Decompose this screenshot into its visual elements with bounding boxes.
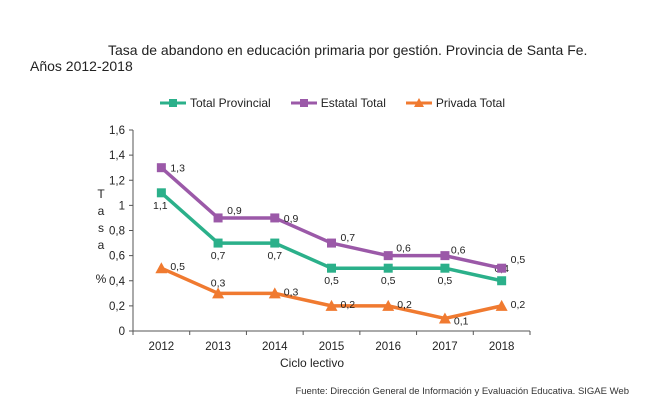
data-label-estatal-total: 0,6 [396, 243, 411, 255]
chart-title-line2: Años 2012-2018 [30, 58, 133, 74]
chart-title-line1: Tasa de abandono en educación primaria p… [108, 42, 588, 58]
data-point-total-provincial [156, 188, 166, 198]
data-point-estatal-total [383, 251, 393, 261]
data-label-total-provincial: 0,5 [381, 275, 396, 287]
data-point-estatal-total [440, 251, 450, 261]
data-point-total-provincial [270, 238, 280, 248]
data-point-total-provincial [497, 276, 507, 286]
legend-swatch-privada-total [405, 98, 432, 107]
y-axis-label-char: a [97, 204, 105, 218]
legend-label-privada-total: Privada Total [435, 96, 506, 110]
x-tick-label: 2016 [375, 341, 401, 353]
data-label-estatal-total: 0,7 [341, 232, 356, 244]
data-label-total-provincial: 0,7 [267, 250, 282, 262]
y-axis-label: T a s a % [94, 186, 108, 288]
data-point-estatal-total [327, 238, 336, 248]
x-tick-label: 2018 [489, 341, 515, 353]
y-axis-label-char: s [98, 221, 104, 235]
y-tick-label: 1,4 [109, 150, 126, 162]
y-tick-label: 1 [119, 200, 125, 212]
y-tick-label: 0,4 [109, 276, 126, 288]
data-label-estatal-total: 1,3 [170, 163, 185, 175]
data-label-estatal-total: 0,9 [227, 205, 242, 217]
data-label-privada-total: 0,3 [284, 286, 299, 298]
data-label-estatal-total: 0,9 [284, 213, 299, 225]
data-point-estatal-total [156, 163, 166, 173]
data-label-privada-total: 0,2 [397, 299, 412, 311]
y-tick-label: 0,6 [109, 251, 125, 263]
x-tick-label: 2013 [205, 341, 231, 353]
chart-legend: Total Provincial Estatal Total Privada T… [160, 96, 525, 110]
data-point-total-provincial [327, 263, 336, 273]
y-tick-label: 0,8 [109, 226, 125, 238]
data-point-privada-total [495, 299, 508, 311]
data-label-privada-total: 0,1 [454, 315, 469, 327]
y-tick-label: 0,2 [109, 301, 125, 313]
x-tick-label: 2012 [149, 341, 175, 353]
data-point-privada-total [155, 262, 168, 274]
data-point-privada-total [325, 299, 338, 311]
y-axis-label-char: T [97, 187, 105, 201]
legend-label-estatal-total: Estatal Total [320, 96, 386, 110]
legend-item-privada-total: Privada Total [405, 96, 506, 110]
legend-item-estatal-total: Estatal Total [290, 96, 386, 110]
data-point-estatal-total [497, 263, 507, 273]
x-tick-label: 2014 [262, 341, 288, 353]
legend-swatch-total-provincial [160, 99, 186, 107]
legend-swatch-estatal-total [290, 99, 317, 107]
legend-label-total-provincial: Total Provincial [190, 96, 271, 110]
x-axis-label: Ciclo lectivo [280, 356, 345, 370]
y-axis-label-char: a [97, 238, 105, 252]
data-point-privada-total [268, 287, 281, 299]
data-point-total-provincial [213, 238, 223, 248]
source-note: Fuente: Dirección General de Información… [295, 386, 629, 397]
data-label-privada-total: 0,2 [511, 299, 526, 311]
y-tick-label: 0 [119, 326, 125, 338]
data-label-estatal-total: 0,5 [511, 254, 526, 266]
x-tick-label: 2015 [319, 341, 345, 353]
data-point-estatal-total [213, 213, 223, 223]
data-point-privada-total [382, 299, 395, 311]
data-label-privada-total: 0,3 [211, 277, 226, 289]
y-axis-label-char: % [95, 272, 107, 286]
data-label-privada-total: 0,2 [341, 299, 356, 311]
data-label-total-provincial: 0,7 [211, 250, 226, 262]
data-point-estatal-total [270, 213, 280, 223]
data-label-estatal-total: 0,6 [451, 245, 466, 257]
data-label-privada-total: 0,5 [170, 261, 185, 273]
y-tick-label: 1,6 [109, 125, 125, 137]
data-label-total-provincial: 1,1 [153, 200, 168, 212]
data-label-total-provincial: 0,5 [324, 275, 339, 287]
data-point-total-provincial [383, 263, 393, 273]
data-point-privada-total [212, 287, 225, 299]
data-label-total-provincial: 0,5 [438, 275, 453, 287]
data-point-total-provincial [440, 263, 450, 273]
x-tick-label: 2017 [432, 341, 458, 353]
y-tick-label: 1,2 [109, 175, 125, 187]
legend-item-total-provincial: Total Provincial [160, 96, 271, 110]
data-point-privada-total [438, 312, 451, 324]
